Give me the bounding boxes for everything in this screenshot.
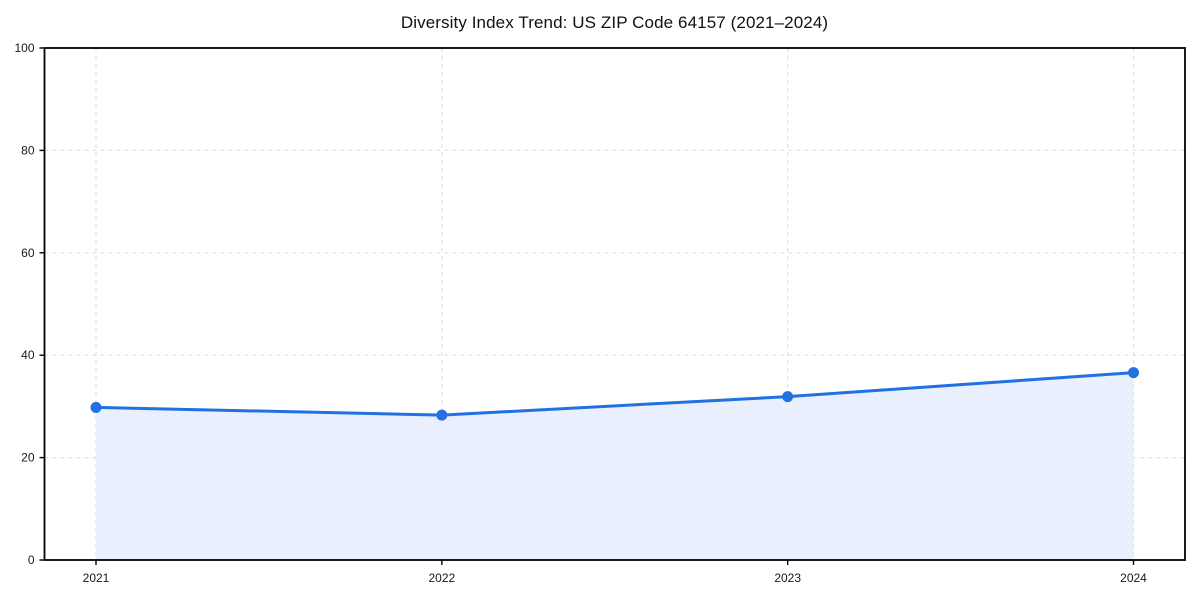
data-point bbox=[436, 409, 448, 421]
x-tick-label: 2022 bbox=[428, 571, 455, 585]
y-tick-label: 20 bbox=[21, 451, 35, 465]
trend-line bbox=[94, 371, 1135, 417]
x-tick-label: 2024 bbox=[1120, 571, 1147, 585]
data-point bbox=[1128, 367, 1139, 379]
data-point bbox=[782, 391, 794, 403]
y-tick-label: 80 bbox=[21, 143, 35, 157]
x-tick-label: 2023 bbox=[774, 571, 801, 585]
plot-border bbox=[43, 47, 1186, 561]
chart-title: Diversity Index Trend: US ZIP Code 64157… bbox=[400, 13, 829, 32]
y-tick-label: 40 bbox=[21, 348, 35, 362]
y-tick-label: 100 bbox=[14, 41, 34, 55]
area-fill bbox=[96, 372, 1134, 560]
x-tick-label: 2021 bbox=[83, 571, 110, 585]
y-tick-label: 0 bbox=[28, 553, 35, 567]
data-point bbox=[90, 401, 102, 413]
y-tick-label: 60 bbox=[21, 246, 35, 260]
